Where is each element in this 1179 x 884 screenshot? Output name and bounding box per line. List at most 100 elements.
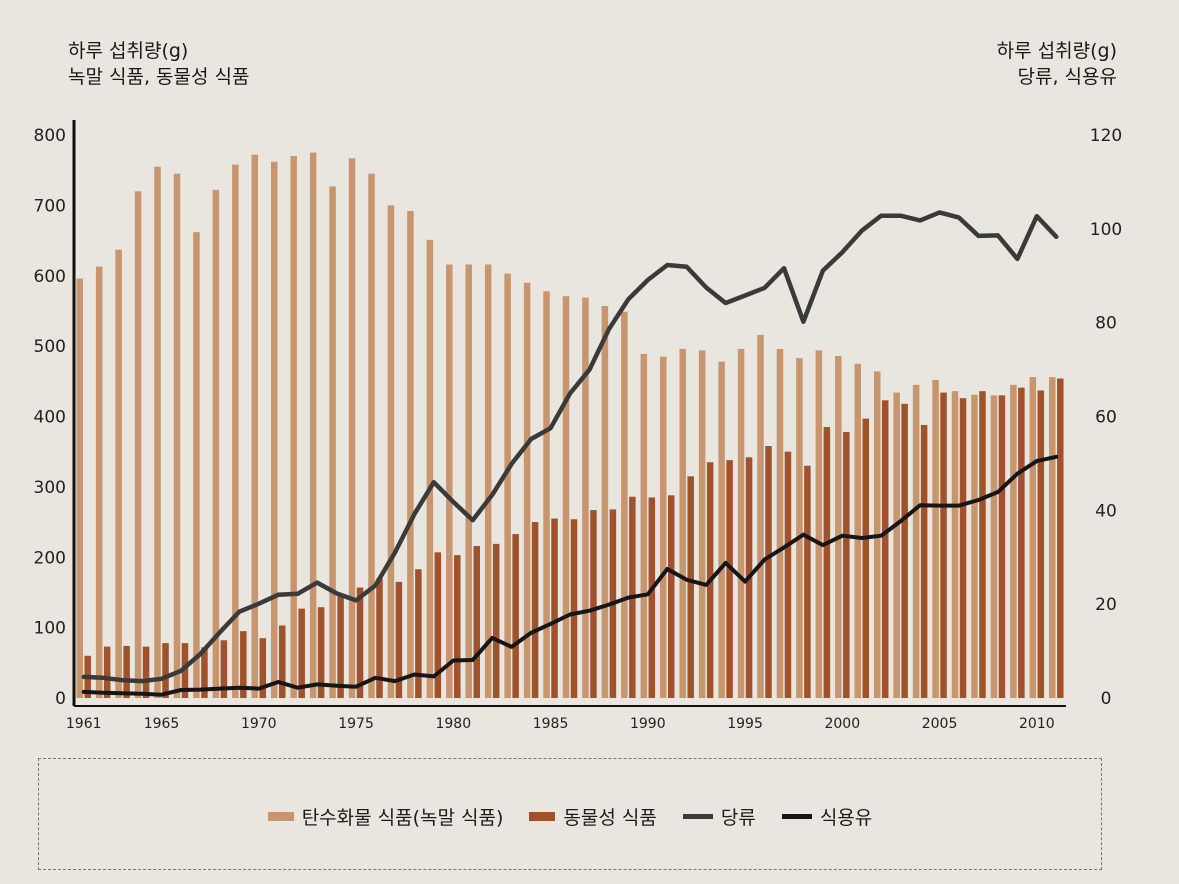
animal-bar <box>415 569 422 698</box>
carb-bar <box>582 297 589 698</box>
right-axis-title: 하루 섭취량(g) 당류, 식용유 <box>997 38 1117 90</box>
carb-bar <box>621 311 628 698</box>
animal-bar <box>317 607 325 698</box>
x-tick-label: 1965 <box>144 716 180 732</box>
animal-bar <box>278 625 286 698</box>
animal-bar <box>843 431 850 698</box>
bar-series <box>76 152 1064 699</box>
carb-bar <box>154 166 161 698</box>
left-tick-label: 400 <box>34 408 66 428</box>
carb-bar <box>504 273 511 698</box>
carb-bar <box>348 158 356 698</box>
legend-swatch <box>267 812 294 821</box>
animal-bar <box>220 640 228 698</box>
animal-bar <box>804 465 811 698</box>
line-series <box>81 210 1059 697</box>
left-tick-label: 300 <box>34 478 66 498</box>
animal-bar <box>123 645 130 698</box>
carb-bar <box>1010 384 1017 698</box>
right-axis-title-line2: 당류, 식용유 <box>1017 66 1117 88</box>
x-tick-label: 1970 <box>241 716 277 732</box>
carb-bar <box>368 173 375 699</box>
animal-bar <box>201 647 208 698</box>
animal-bar <box>881 400 889 698</box>
animal-bar <box>103 646 111 698</box>
carb-bar <box>796 358 803 698</box>
carb-bar <box>270 161 278 698</box>
left-axis-title-line2: 녹말 식품, 동물성 식품 <box>68 66 250 88</box>
carb-bar <box>990 395 998 698</box>
carb-bar <box>562 296 570 698</box>
legend: 탄수화물 식품(녹말 식품) 동물성 식품 당류 식용유 <box>39 803 1101 830</box>
carb-bar <box>660 356 667 698</box>
carb-bar <box>251 154 259 698</box>
right-tick-label: 80 <box>1095 314 1117 334</box>
left-tick-label: 600 <box>34 267 66 287</box>
legend-label: 동물성 식품 <box>563 807 657 829</box>
x-tick-label: 1961 <box>66 716 102 732</box>
left-tick-label: 800 <box>34 126 66 146</box>
animal-bar <box>356 587 364 698</box>
carb-bar <box>893 392 900 698</box>
animal-bar <box>823 427 831 698</box>
legend-item: 동물성 식품 <box>529 803 657 830</box>
carb-bar <box>115 249 122 698</box>
animal-bar <box>998 395 1006 698</box>
carb-bar <box>173 173 181 699</box>
left-axis-title-line1: 하루 섭취량(g) <box>68 40 189 62</box>
carb-bar <box>854 363 862 698</box>
legend-swatch <box>781 814 812 819</box>
animal-bar <box>979 391 986 698</box>
right-tick-label: 60 <box>1095 408 1117 428</box>
carb-bar <box>835 355 842 698</box>
animal-bar <box>551 518 558 698</box>
x-tick-label: 1975 <box>338 716 374 732</box>
carb-bar <box>134 191 142 699</box>
carb-bar <box>815 350 823 698</box>
animal-bar <box>1037 390 1045 698</box>
animal-bar <box>142 646 150 698</box>
carb-bar <box>193 232 200 698</box>
animal-bar <box>531 522 539 698</box>
carb-bar <box>912 384 920 698</box>
animal-bar <box>473 545 480 698</box>
right-tick-label: 20 <box>1095 595 1117 615</box>
animal-bar <box>959 398 967 698</box>
carb-bar <box>95 266 103 698</box>
carb-bar <box>776 348 784 698</box>
legend-label: 탄수화물 식품(녹말 식품) <box>301 807 504 829</box>
legend-item: 탄수화물 식품(녹말 식품) <box>267 803 504 830</box>
x-tick-label: 2000 <box>824 716 860 732</box>
right-tick-label: 100 <box>1090 220 1122 240</box>
animal-bar <box>1018 387 1025 698</box>
animal-bar <box>668 495 675 698</box>
animal-bar <box>590 510 597 698</box>
animal-bar <box>492 543 500 698</box>
animal-bar <box>298 608 305 698</box>
carb-bar <box>971 394 978 698</box>
carb-bar <box>446 264 453 698</box>
legend-swatch <box>529 812 556 821</box>
legend-label: 당류 <box>720 807 756 829</box>
carb-bar <box>757 334 764 698</box>
left-tick-label: 500 <box>34 337 66 357</box>
right-tick-label: 120 <box>1090 126 1122 146</box>
x-axis-ticks: 1961 1965 1970 1975 1980 1985 1990 1995 2000 2005… <box>66 716 1055 732</box>
left-tick-label: 700 <box>34 196 66 216</box>
carb-bar <box>523 282 531 698</box>
carb-bar <box>232 164 239 698</box>
animal-bar <box>162 643 169 698</box>
carb-bar <box>76 278 83 698</box>
legend-item: 식용유 <box>781 803 872 830</box>
carb-bar <box>951 391 959 698</box>
oil-line <box>81 454 1059 697</box>
legend-box: 탄수화물 식품(녹말 식품) 동물성 식품 당류 식용유 <box>38 758 1102 870</box>
carb-bar <box>484 264 492 698</box>
carb-bar <box>426 239 434 698</box>
animal-bar <box>570 519 578 698</box>
carb-bar <box>387 205 395 698</box>
left-axis-title: 하루 섭취량(g) 녹말 식품, 동물성 식품 <box>68 38 249 90</box>
carb-bar <box>601 306 609 698</box>
x-tick-label: 1985 <box>533 716 569 732</box>
carb-bar <box>718 361 725 698</box>
